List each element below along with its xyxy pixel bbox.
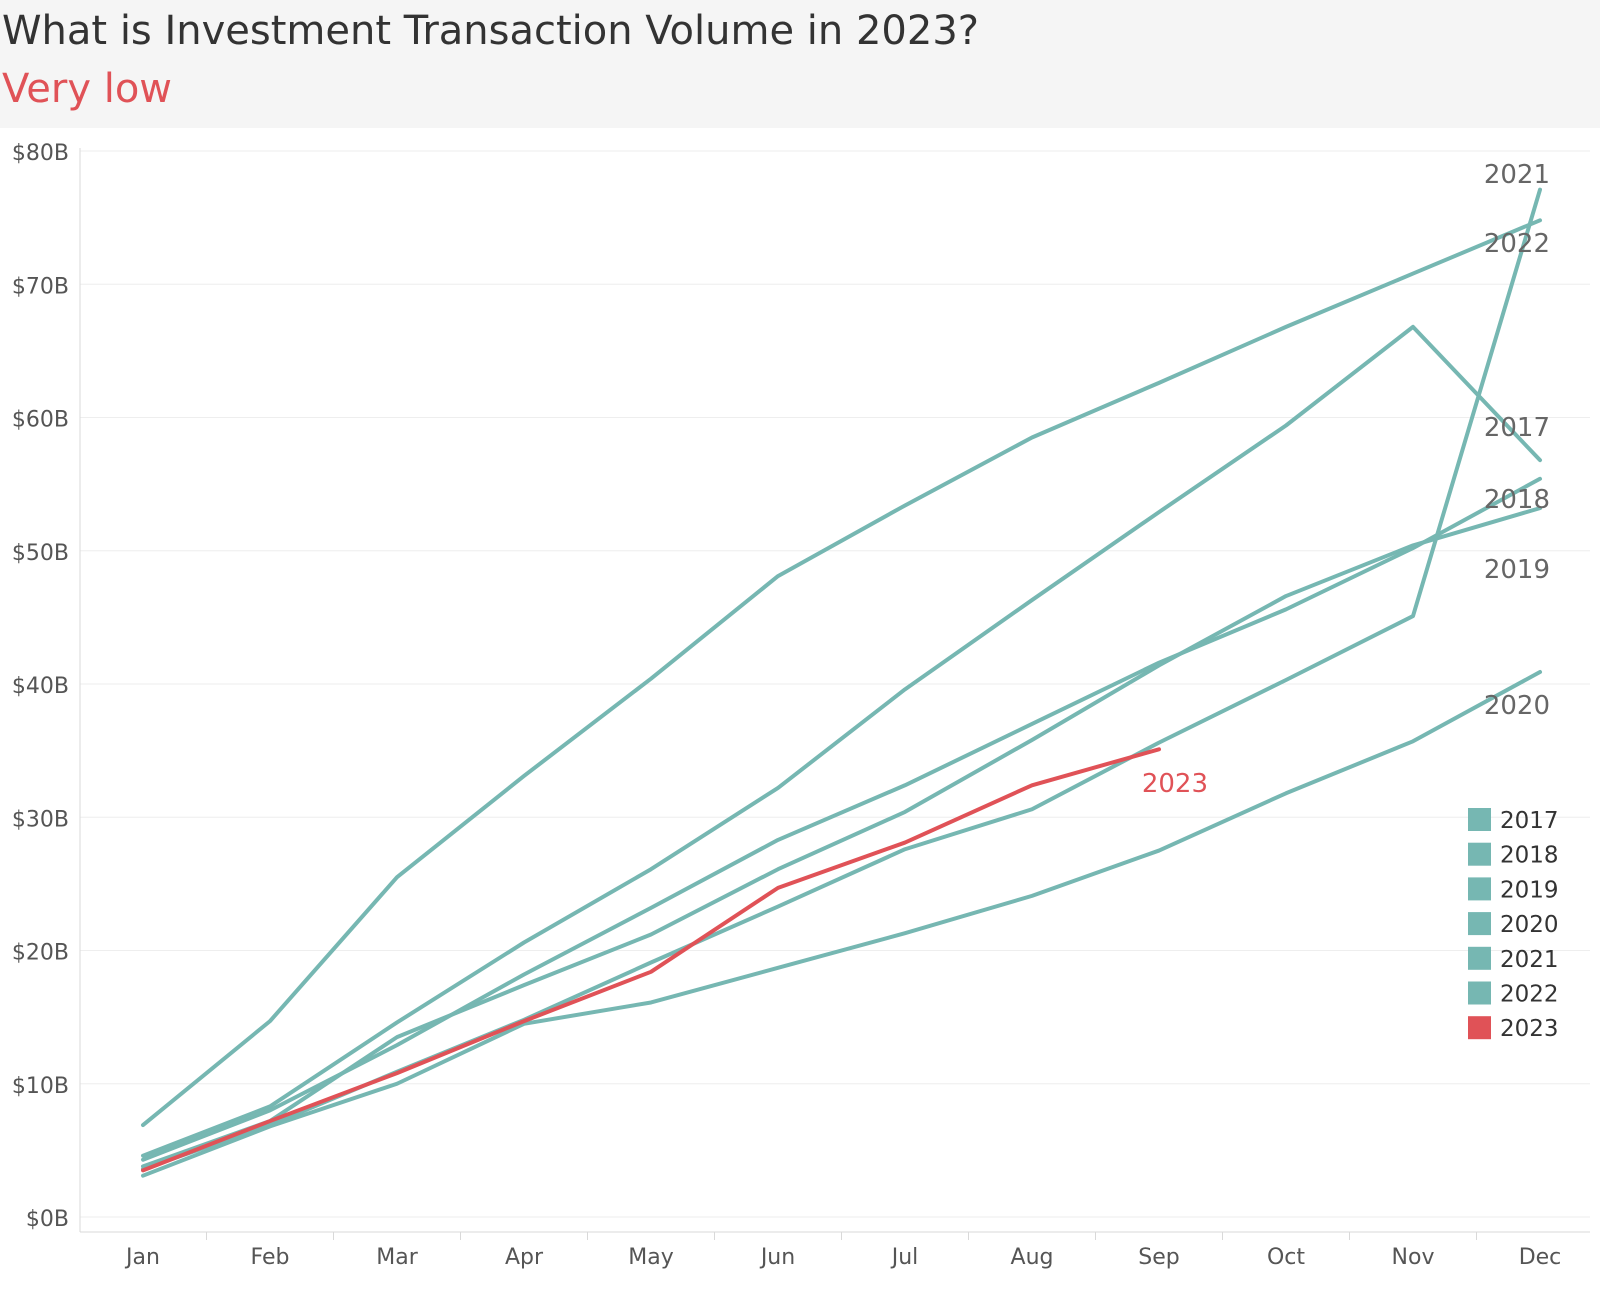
y-tick-label: $50B [12, 541, 69, 566]
chart-header: What is Investment Transaction Volume in… [0, 0, 1600, 128]
series-end-labels: 2017 2018 2019 2020 2021 2022 2023 [1142, 160, 1550, 799]
y-tick-label: $70B [12, 274, 69, 299]
chart-subtitle: Very low [2, 66, 172, 112]
legend-swatch-2018[interactable] [1468, 842, 1491, 866]
y-tick-label: $10B [12, 1074, 69, 1099]
legend-label-2021[interactable]: 2021 [1500, 947, 1559, 973]
legend-label-2019[interactable]: 2019 [1500, 877, 1559, 903]
chart-area: $0B $10B $20B $30B $40B $50B $60B $70B $80B Jan Fe… [0, 128, 1600, 1287]
series-end-label-2021: 2021 [1484, 160, 1550, 190]
x-tick-label: Apr [505, 1245, 544, 1270]
series-end-label-2020: 2020 [1484, 691, 1550, 721]
axes: $0B $10B $20B $30B $40B $50B $60B $70B $80B Jan Fe… [12, 141, 1590, 1270]
x-tick-label: May [628, 1245, 673, 1270]
legend-swatch-2020[interactable] [1468, 912, 1491, 936]
legend-swatch-2017[interactable] [1468, 808, 1491, 831]
legend-swatch-2021[interactable] [1468, 946, 1491, 970]
x-tick-label: Jun [759, 1245, 795, 1270]
legend-label-2020[interactable]: 2020 [1500, 912, 1559, 938]
chart-title: What is Investment Transaction Volume in… [2, 8, 979, 54]
series-lines [141, 187, 1542, 1178]
x-tick-label: Dec [1519, 1245, 1562, 1270]
x-tick-label: Nov [1392, 1245, 1435, 1270]
series-line-2021 [141, 187, 1542, 1172]
series-line-2018 [141, 476, 1542, 1162]
legend-swatch-2022[interactable] [1468, 981, 1491, 1005]
y-tick-label: $20B [12, 941, 69, 966]
legend-label-2018[interactable]: 2018 [1500, 843, 1559, 869]
series-end-label-2023: 2023 [1142, 769, 1208, 799]
x-tick-label: Mar [376, 1245, 418, 1270]
series-end-label-2022: 2022 [1484, 229, 1550, 259]
legend-label-2023[interactable]: 2023 [1500, 1016, 1559, 1042]
x-tick-label: Jul [890, 1245, 919, 1270]
x-tick-label: Oct [1267, 1245, 1305, 1270]
y-tick-label: $80B [12, 141, 69, 166]
x-tick-label: Aug [1011, 1245, 1054, 1270]
line-chart: $0B $10B $20B $30B $40B $50B $60B $70B $80B Jan Fe… [12, 141, 1590, 1270]
series-end-label-2019: 2019 [1484, 555, 1550, 585]
series-line-2023 [141, 747, 1161, 1173]
x-tick-label: Feb [251, 1245, 290, 1270]
series-end-label-2017: 2017 [1484, 413, 1550, 443]
y-tick-label: $30B [12, 807, 69, 832]
series-line-2017 [141, 324, 1542, 1158]
series-end-label-2018: 2018 [1484, 485, 1550, 515]
legend: 2017 2018 2019 2020 2021 2022 2023 [1468, 808, 1559, 1042]
y-tick-label: $0B [26, 1207, 69, 1232]
legend-swatch-2023[interactable] [1468, 1016, 1491, 1040]
y-tick-label: $60B [12, 408, 69, 433]
x-tick-label: Jan [124, 1245, 160, 1270]
gridlines [80, 150, 1590, 1218]
series-line-2019 [141, 506, 1542, 1169]
series-line-2022 [141, 218, 1542, 1128]
legend-label-2017[interactable]: 2017 [1500, 808, 1559, 834]
series-line-2020 [141, 670, 1542, 1178]
y-tick-label: $40B [12, 674, 69, 699]
legend-swatch-2019[interactable] [1468, 877, 1491, 901]
x-tick-label: Sep [1138, 1245, 1179, 1270]
legend-label-2022[interactable]: 2022 [1500, 982, 1559, 1008]
